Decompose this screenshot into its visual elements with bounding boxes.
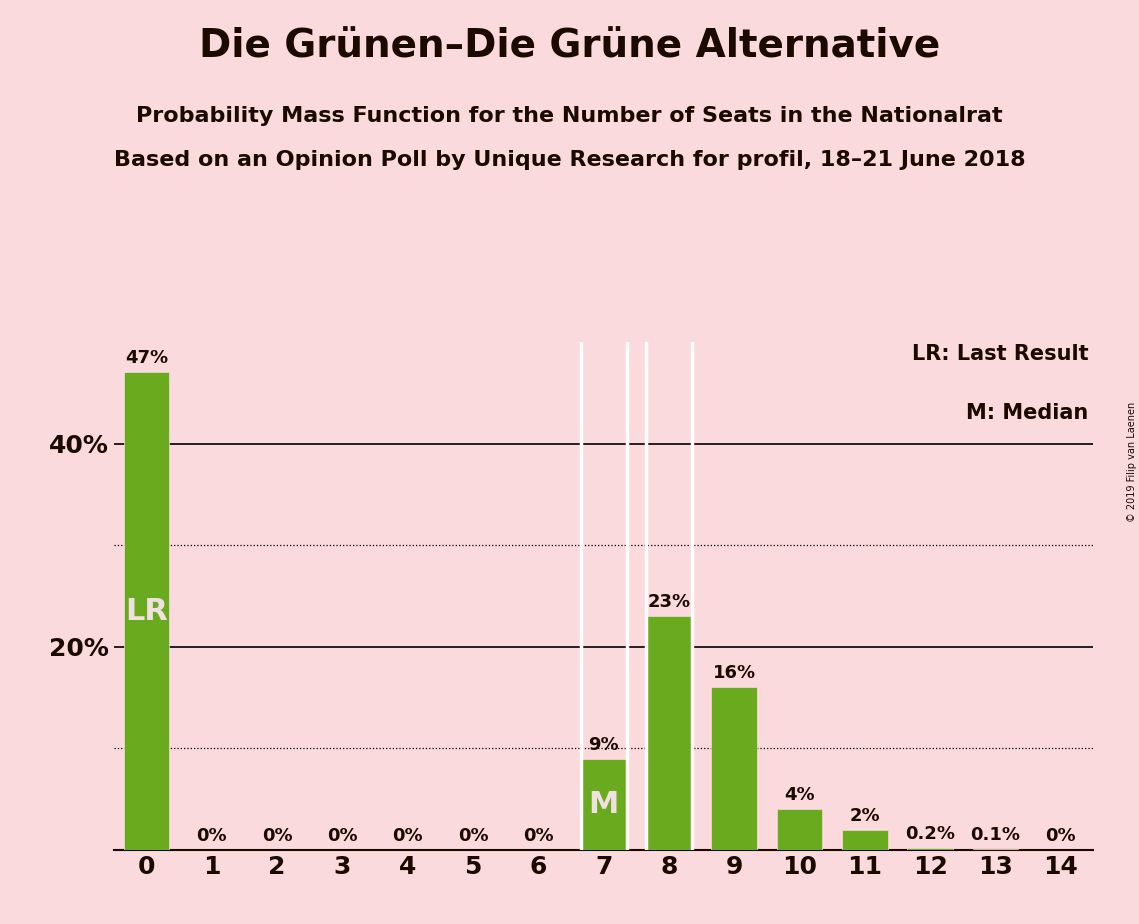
- Bar: [973, 849, 1018, 850]
- Text: 47%: 47%: [125, 349, 169, 368]
- Bar: [908, 848, 953, 850]
- Bar: [842, 830, 887, 850]
- Text: 0.2%: 0.2%: [906, 825, 956, 843]
- Text: 0%: 0%: [197, 827, 227, 845]
- Bar: [581, 759, 626, 850]
- Text: Die Grünen–Die Grüne Alternative: Die Grünen–Die Grüne Alternative: [199, 28, 940, 66]
- Text: 0%: 0%: [458, 827, 489, 845]
- Text: 0%: 0%: [523, 827, 554, 845]
- Bar: [777, 809, 822, 850]
- Text: 9%: 9%: [589, 736, 618, 754]
- Text: 23%: 23%: [647, 593, 690, 612]
- Bar: [124, 372, 170, 850]
- Text: © 2019 Filip van Laenen: © 2019 Filip van Laenen: [1126, 402, 1137, 522]
- Text: 0%: 0%: [1046, 827, 1076, 845]
- Text: M: Median: M: Median: [966, 403, 1089, 423]
- Text: 4%: 4%: [785, 786, 814, 804]
- Text: 0%: 0%: [262, 827, 293, 845]
- Text: 16%: 16%: [713, 664, 756, 682]
- Text: M: M: [589, 790, 618, 819]
- Text: 0%: 0%: [393, 827, 423, 845]
- Bar: [712, 687, 757, 850]
- Text: Based on an Opinion Poll by Unique Research for profil, 18–21 June 2018: Based on an Opinion Poll by Unique Resea…: [114, 150, 1025, 170]
- Text: Probability Mass Function for the Number of Seats in the Nationalrat: Probability Mass Function for the Number…: [137, 106, 1002, 127]
- Text: 0.1%: 0.1%: [970, 826, 1021, 844]
- Text: LR: LR: [125, 597, 167, 626]
- Text: 2%: 2%: [850, 807, 880, 824]
- Text: 0%: 0%: [327, 827, 358, 845]
- Bar: [646, 616, 691, 850]
- Text: LR: Last Result: LR: Last Result: [912, 345, 1089, 364]
